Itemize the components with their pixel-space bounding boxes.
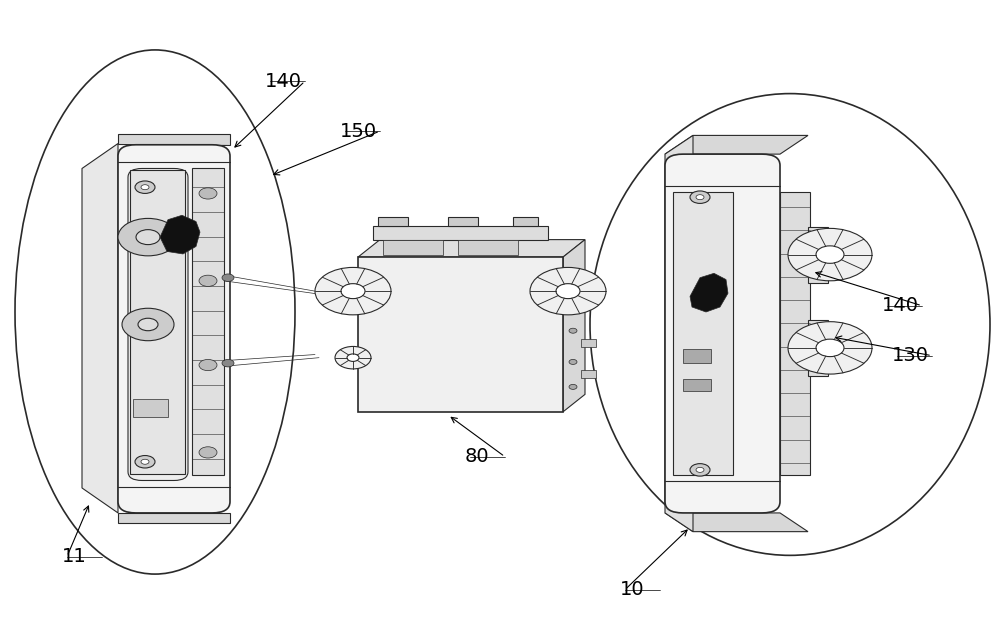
Circle shape <box>315 268 391 315</box>
Circle shape <box>816 246 844 263</box>
Circle shape <box>696 195 704 200</box>
Circle shape <box>136 230 160 245</box>
Bar <box>808 227 828 283</box>
Polygon shape <box>358 240 585 257</box>
Circle shape <box>141 459 149 464</box>
Text: 11: 11 <box>62 547 87 566</box>
Polygon shape <box>563 240 585 412</box>
Circle shape <box>141 185 149 190</box>
Polygon shape <box>665 513 808 532</box>
Circle shape <box>138 318 158 331</box>
FancyBboxPatch shape <box>128 168 188 480</box>
Circle shape <box>122 308 174 341</box>
Circle shape <box>199 188 217 199</box>
Circle shape <box>135 181 155 193</box>
Bar <box>448 217 478 226</box>
Polygon shape <box>118 513 230 523</box>
Circle shape <box>199 447 217 458</box>
Circle shape <box>696 467 704 472</box>
Circle shape <box>788 322 872 374</box>
Circle shape <box>690 191 710 203</box>
Bar <box>373 226 548 240</box>
Bar <box>581 370 596 378</box>
Bar <box>513 217 538 226</box>
Circle shape <box>222 359 234 367</box>
Text: 130: 130 <box>892 346 929 365</box>
Circle shape <box>222 274 234 281</box>
Bar <box>133 399 168 417</box>
Text: 10: 10 <box>620 580 645 599</box>
Text: 140: 140 <box>882 296 919 315</box>
Circle shape <box>135 456 155 468</box>
Circle shape <box>569 359 577 364</box>
Circle shape <box>335 346 371 369</box>
Circle shape <box>816 339 844 357</box>
Polygon shape <box>665 135 693 532</box>
Bar <box>192 168 224 475</box>
Circle shape <box>788 228 872 281</box>
Circle shape <box>118 218 178 256</box>
Circle shape <box>530 268 606 315</box>
Bar <box>378 217 408 226</box>
Bar <box>581 339 596 347</box>
Circle shape <box>569 297 577 302</box>
Circle shape <box>569 384 577 389</box>
Bar <box>683 349 711 363</box>
Polygon shape <box>690 273 728 312</box>
FancyBboxPatch shape <box>118 145 230 513</box>
Bar <box>780 192 810 475</box>
Circle shape <box>569 328 577 333</box>
Bar <box>358 257 563 412</box>
Circle shape <box>347 354 359 361</box>
Text: 80: 80 <box>465 447 490 466</box>
Polygon shape <box>160 215 200 254</box>
Text: 140: 140 <box>265 72 302 90</box>
FancyBboxPatch shape <box>665 154 780 513</box>
Polygon shape <box>665 135 808 154</box>
Circle shape <box>341 284 365 299</box>
Text: 150: 150 <box>340 122 377 140</box>
Bar <box>130 170 185 474</box>
Bar <box>383 240 443 255</box>
Circle shape <box>199 275 217 286</box>
Bar <box>673 192 733 475</box>
Bar <box>458 240 518 255</box>
Polygon shape <box>82 144 118 513</box>
Circle shape <box>556 284 580 299</box>
Polygon shape <box>118 134 230 145</box>
Circle shape <box>199 359 217 371</box>
Circle shape <box>690 464 710 476</box>
Bar <box>683 379 711 391</box>
Bar <box>808 319 828 376</box>
